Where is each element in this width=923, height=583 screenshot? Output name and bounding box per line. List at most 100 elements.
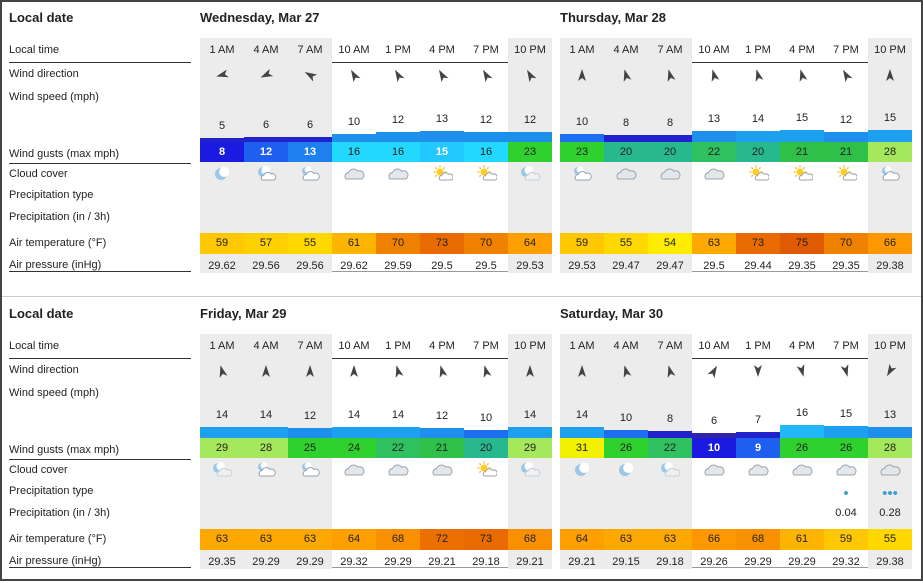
wind-arrow-icon (262, 365, 270, 377)
label-separator (9, 567, 191, 568)
temperature-cell: 66 (868, 233, 912, 254)
wind-gust-cell: 28 (868, 142, 912, 162)
time-column: 4 PM 12 21 72 29.21 (420, 334, 464, 569)
day-panel: Friday, Mar 29 1 AM 14 29 63 29.35 4 AM 14 28 63 2… (200, 298, 552, 583)
label-local-time: Local time (9, 44, 60, 56)
label-wind-gusts: Wind gusts (max mph) (9, 444, 120, 456)
time-column: 1 PM 14 22 68 29.29 (376, 334, 420, 569)
pressure-value: 29.29 (788, 556, 816, 568)
day-panel: Thursday, Mar 28 1 AM 10 23 59 29.53 4 AM 8 20 55… (560, 2, 912, 287)
wind-speed-value: 15 (795, 112, 809, 124)
time-column: 1 PM 12 16 70 29.59 (376, 38, 420, 273)
wind-arrow-icon (887, 364, 897, 377)
block-divider (2, 296, 921, 297)
wind-arrow-icon (796, 364, 805, 377)
moon-cloud-light-icon (521, 462, 541, 477)
wind-gust-cell: 29 (508, 438, 552, 458)
time-column: 10 AM 10 16 61 29.62 (332, 38, 376, 273)
pressure-value: 29.35 (788, 260, 816, 272)
sun-cloud-icon (749, 165, 769, 181)
sun-cloud-icon (477, 165, 497, 181)
temperature-cell: 73 (736, 233, 780, 254)
temperature-cell: 73 (420, 233, 464, 254)
time-column: 7 PM 15 26 • 0.04 59 29.32 (824, 334, 868, 569)
cloud-icon (660, 168, 681, 180)
time-column: 7 PM 12 16 70 29.5 (464, 38, 508, 273)
time-label: 10 PM (514, 340, 546, 352)
time-column: 4 PM 16 26 61 29.29 (780, 334, 824, 569)
cloud-icon (432, 464, 453, 476)
moon-icon (619, 462, 634, 476)
wind-speed-bar (200, 427, 244, 438)
wind-speed-bar (868, 130, 912, 142)
cloud-icon (388, 168, 409, 180)
precipitation-value: 0.04 (835, 507, 857, 519)
time-label: 10 PM (514, 44, 546, 56)
wind-arrow-icon (395, 365, 404, 378)
time-column: 7 PM 10 20 73 29.18 (464, 334, 508, 569)
wind-speed-value: 12 (839, 114, 853, 126)
time-column: 7 AM 6 13 55 29.56 (288, 38, 332, 273)
label-precipitation: Precipitation (in / 3h) (9, 211, 110, 223)
time-label: 7 PM (473, 44, 499, 56)
wind-arrow-icon (711, 69, 720, 82)
time-label: 4 AM (613, 340, 639, 352)
pressure-value: 29.21 (568, 556, 596, 568)
wind-speed-value: 13 (883, 409, 897, 421)
wind-speed-value: 12 (435, 410, 449, 422)
pressure-value: 29.53 (516, 260, 544, 272)
temperature-cell: 72 (420, 529, 464, 550)
pressure-value: 29.35 (208, 556, 236, 568)
time-label: 10 AM (698, 44, 730, 56)
wind-arrow-icon (578, 365, 586, 377)
wind-speed-bar (332, 427, 376, 438)
time-label: 7 AM (297, 340, 323, 352)
pressure-value: 29.26 (700, 556, 728, 568)
label-cloud-cover: Cloud cover (9, 168, 68, 180)
temperature-cell: 55 (868, 529, 912, 550)
time-label: 7 PM (833, 44, 859, 56)
cloud-icon (748, 464, 769, 476)
wind-gust-cell: 10 (692, 438, 736, 458)
time-column: 10 AM 6 10 66 29.26 (692, 334, 736, 569)
time-label: 1 PM (385, 340, 411, 352)
time-row-line (200, 62, 552, 63)
wind-speed-bar (376, 132, 420, 142)
pressure-value: 29.18 (472, 556, 500, 568)
sun-cloud-icon (837, 165, 857, 181)
time-label: 7 AM (657, 340, 683, 352)
wind-arrow-icon (840, 364, 849, 377)
time-row-line (560, 62, 912, 63)
temperature-cell: 55 (604, 233, 648, 254)
label-wind-speed: Wind speed (mph) (9, 387, 99, 399)
pressure-value: 29.59 (384, 260, 412, 272)
time-column: 7 PM 12 21 70 29.35 (824, 38, 868, 273)
cloud-icon (704, 168, 725, 180)
wind-speed-bar (560, 427, 604, 438)
time-label: 1 PM (745, 340, 771, 352)
temperature-cell: 63 (288, 529, 332, 550)
time-column: 1 AM 14 31 64 29.21 (560, 334, 604, 569)
wind-speed-bar (648, 431, 692, 438)
time-column: 10 AM 13 22 63 29.5 (692, 38, 736, 273)
pressure-value: 29.29 (296, 556, 324, 568)
wind-speed-bar (604, 430, 648, 438)
label-precipitation-type: Precipitation type (9, 485, 94, 497)
wind-speed-value: 10 (575, 116, 589, 128)
wind-arrow-icon (483, 365, 492, 378)
wind-gust-cell: 25 (288, 438, 332, 458)
temperature-cell: 55 (288, 233, 332, 254)
time-label: 10 AM (338, 340, 370, 352)
wind-arrow-icon (623, 365, 632, 378)
time-label: 1 AM (209, 340, 235, 352)
label-local-time: Local time (9, 340, 60, 352)
pressure-value: 29.56 (252, 260, 280, 272)
label-precipitation: Precipitation (in / 3h) (9, 507, 110, 519)
label-precipitation-type: Precipitation type (9, 189, 94, 201)
wind-speed-bar (736, 432, 780, 438)
time-row-line (560, 358, 912, 359)
wind-gust-cell: 22 (692, 142, 736, 162)
pressure-value: 29.47 (656, 260, 684, 272)
wind-arrow-icon (439, 365, 448, 378)
